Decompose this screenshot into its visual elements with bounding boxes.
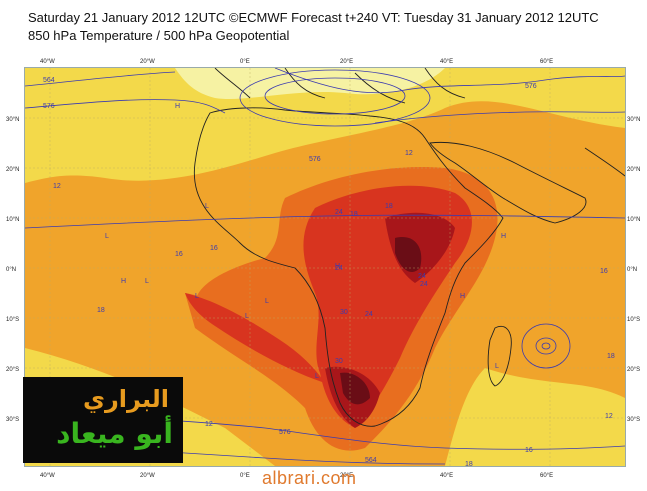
temp-band-maroon-north <box>395 237 422 273</box>
contour-label: 24 <box>365 311 373 318</box>
contour-label: 24 <box>335 265 343 272</box>
lat-label-left: 30°S <box>6 417 20 423</box>
lat-label-left: 20°S <box>6 367 20 373</box>
contour-label: 18 <box>97 307 105 314</box>
low-pressure-mark: L <box>495 363 499 370</box>
low-pressure-mark: L <box>205 203 209 210</box>
lat-label-left: 0°N <box>6 267 17 273</box>
contour-label: 564 <box>365 457 377 464</box>
lat-label-right: 30°N <box>627 117 641 123</box>
lat-label-right: 30°S <box>627 417 641 423</box>
watermark: albrari.com <box>262 468 357 488</box>
contour-label: 24 <box>420 281 428 288</box>
lon-label-bottom: 20°E <box>340 473 354 479</box>
lon-label-bottom: 40°E <box>440 473 454 479</box>
lon-label-bottom: 0°E <box>240 473 250 479</box>
lon-label-top: 0°E <box>240 59 250 65</box>
lon-label-top: 60°E <box>540 59 554 65</box>
lon-label-top: 20°W <box>140 59 155 65</box>
temp-band-maroon-south <box>340 372 370 405</box>
lon-label-top: 40°E <box>440 59 454 65</box>
temp-band-southeast-yellow <box>445 368 625 466</box>
low-pressure-mark: L <box>195 293 199 300</box>
contour-label: 18 <box>385 203 393 210</box>
lon-label-bottom: 40°W <box>40 473 55 479</box>
lon-label-top: 40°W <box>40 59 55 65</box>
lat-label-right: 20°S <box>627 367 641 373</box>
lat-label-left: 10°N <box>6 217 20 223</box>
high-pressure-mark: H <box>460 293 465 300</box>
low-pressure-mark: L <box>315 373 319 380</box>
temp-band-west-red <box>185 293 325 383</box>
coastlines <box>193 68 625 427</box>
forecast-subtitle: 850 hPa Temperature / 500 hPa Geopotenti… <box>28 28 290 43</box>
pressure-centre-marks: H L L L L L H H H L L L H <box>105 103 506 380</box>
contour-label: 18 <box>607 353 615 360</box>
low-pressure-mark: L <box>245 313 249 320</box>
lat-label-right: 10°N <box>627 217 641 223</box>
low-pressure-mark: L <box>145 278 149 285</box>
contour-label: 16 <box>210 245 218 252</box>
lon-label-bottom: 60°E <box>540 473 554 479</box>
lat-label-left: 10°S <box>6 317 20 323</box>
contour-label: 576 <box>309 156 321 163</box>
contour-label: 16 <box>175 251 183 258</box>
lon-label-top: 20°E <box>340 59 354 65</box>
contour-label: 576 <box>43 103 55 110</box>
lat-label-left: 30°N <box>6 117 20 123</box>
logo-text-bottom: أبو ميعاد <box>56 417 173 450</box>
contour-label: 30 <box>340 309 348 316</box>
forecast-title: Saturday 21 January 2012 12UTC ©ECMWF Fo… <box>28 10 599 25</box>
lat-label-left: 20°N <box>6 167 20 173</box>
contour-label: 30 <box>335 358 343 365</box>
contour-label: 564 <box>43 77 55 84</box>
contour-label: 16 <box>525 447 533 454</box>
contour-label: 18 <box>350 211 358 218</box>
low-pressure-mark: L <box>265 298 269 305</box>
contour-label: 12 <box>205 421 213 428</box>
lat-label-right: 10°S <box>627 317 641 323</box>
high-pressure-mark: H <box>501 233 506 240</box>
contour-label: 12 <box>53 183 61 190</box>
high-pressure-mark: H <box>121 278 126 285</box>
contour-label: 24 <box>418 273 426 280</box>
high-pressure-mark: H <box>175 103 180 110</box>
lon-label-bottom: 20°W <box>140 473 155 479</box>
contour-label: 576 <box>279 429 291 436</box>
contour-label: 24 <box>335 209 343 216</box>
low-pressure-mark: L <box>105 233 109 240</box>
contour-label: 12 <box>605 413 613 420</box>
logo-text-top: البراري <box>82 385 169 413</box>
contour-label: 576 <box>525 83 537 90</box>
contour-label: 18 <box>465 461 473 466</box>
contour-label: 12 <box>405 150 413 157</box>
lat-label-right: 20°N <box>627 167 641 173</box>
brand-logo: البراري أبو ميعاد <box>23 377 183 463</box>
contour-label: 16 <box>600 268 608 275</box>
high-pressure-mark: H <box>335 263 340 270</box>
lat-label-right: 0°N <box>627 267 638 273</box>
